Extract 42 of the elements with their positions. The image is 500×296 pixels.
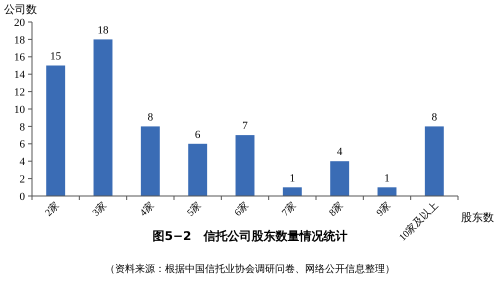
- y-tick-label: 18: [14, 34, 26, 46]
- y-tick-label: 4: [20, 156, 26, 168]
- x-tick-label: 9家: [374, 200, 394, 219]
- x-tick-label: 10家及以上: [396, 200, 440, 244]
- x-axis-title: 股东数: [461, 211, 494, 224]
- y-tick-label: 6: [20, 138, 26, 151]
- bar: [378, 187, 396, 196]
- data-label: 8: [432, 111, 438, 124]
- y-tick-label: 8: [20, 121, 26, 134]
- x-tick-label: 3家: [90, 200, 110, 219]
- x-tick-label: 7家: [279, 200, 298, 219]
- bar: [140, 126, 160, 196]
- x-tick-label: 4家: [137, 200, 156, 219]
- x-tick-label: 5家: [184, 200, 204, 219]
- y-tick-label: 2: [20, 173, 25, 186]
- data-label: 6: [194, 128, 201, 141]
- y-tick-label: 20: [14, 16, 26, 29]
- x-tick-label: 2家: [42, 200, 62, 219]
- y-tick-label: 16: [14, 52, 26, 64]
- y-axis-title: 公司数: [4, 4, 37, 16]
- bar: [330, 161, 350, 196]
- data-label: 15: [50, 50, 62, 62]
- x-tick-label: 6家: [232, 200, 252, 219]
- text: （资料来源：根据中国信托业协会调研问卷、网络公开信息整理）: [105, 263, 395, 275]
- bar: [236, 135, 254, 196]
- bar: [94, 39, 112, 196]
- data-label: 7: [242, 120, 248, 132]
- bar: [188, 144, 208, 196]
- text: 图5−2 信托公司股东数量情况统计: [152, 229, 348, 243]
- x-tick-label: 8家: [326, 200, 346, 219]
- y-tick-label: 14: [14, 69, 26, 82]
- y-tick-label: 10: [14, 104, 26, 116]
- data-label: 18: [98, 24, 109, 36]
- y-tick-label: 0: [20, 190, 26, 203]
- data-label: 1: [384, 172, 390, 184]
- bar: [282, 187, 302, 196]
- bar: [424, 126, 444, 196]
- y-tick-label: 12: [14, 86, 25, 98]
- bar: [46, 66, 66, 196]
- data-label: 1: [290, 172, 296, 184]
- data-label: 8: [148, 111, 154, 124]
- data-label: 4: [336, 146, 343, 158]
